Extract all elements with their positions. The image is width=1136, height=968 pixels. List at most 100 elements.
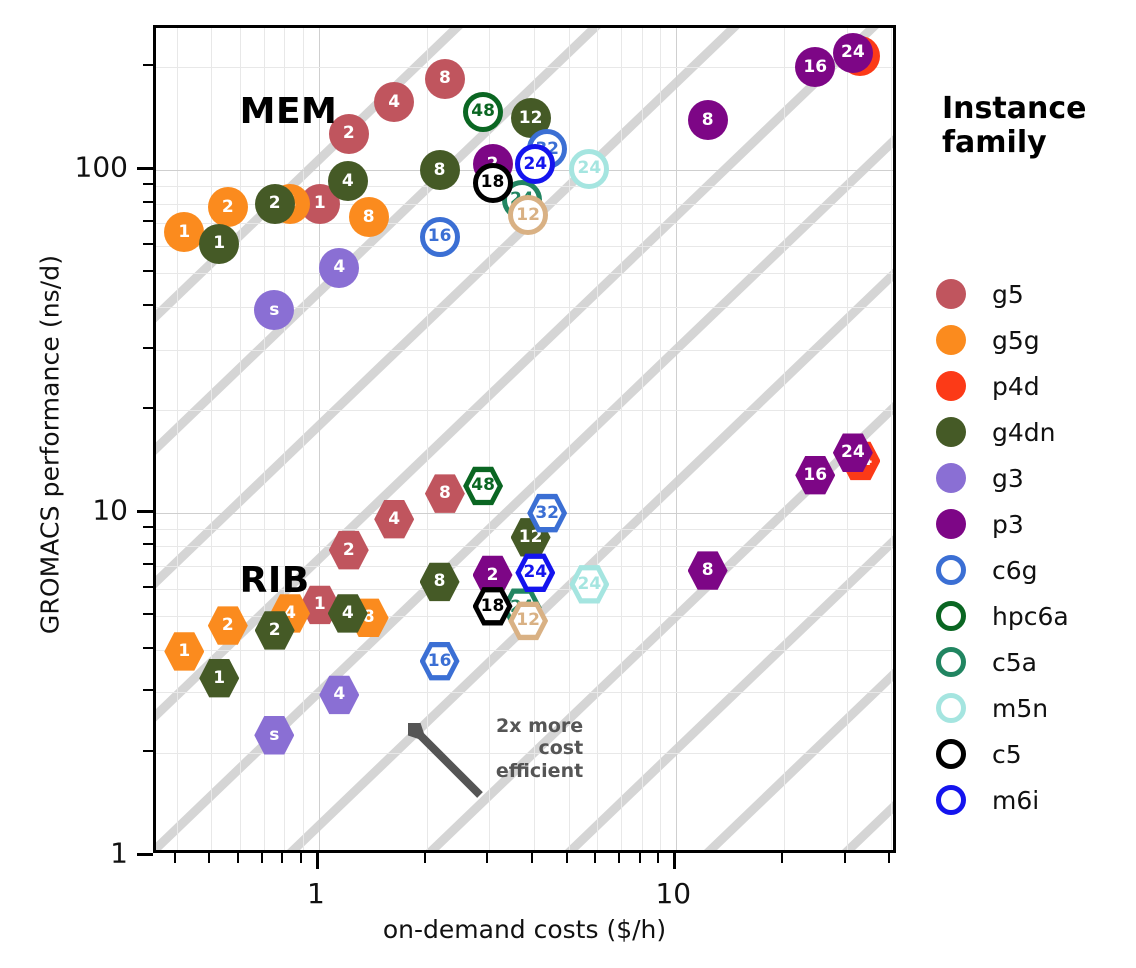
data-point-p3-24[interactable]: 24 (832, 32, 873, 73)
gridline-horizontal (156, 513, 893, 515)
data-point-g3-4[interactable]: 4 (319, 675, 360, 715)
legend-marker-g3 (936, 463, 966, 493)
data-point-p3-8[interactable]: 8 (687, 551, 728, 590)
data-point-g3-4[interactable]: 4 (319, 247, 360, 288)
legend-item-g3[interactable]: g3 (936, 461, 1024, 495)
data-point-g5g-2[interactable]: 2 (207, 606, 248, 645)
data-point-g5-4[interactable]: 4 (374, 500, 415, 539)
data-point-label: 1 (178, 640, 191, 661)
data-point-c5-18[interactable]: 18 (472, 587, 513, 626)
legend-marker-m6i (936, 785, 966, 815)
gridline-vertical (597, 28, 598, 850)
data-point-g5-8[interactable]: 8 (424, 474, 465, 513)
data-point-m6i-24[interactable]: 24 (515, 144, 556, 185)
y-tick (143, 586, 153, 589)
data-point-label: 4 (333, 684, 346, 705)
data-point-label: 1 (178, 221, 191, 242)
legend-item-c5a[interactable]: c5a (936, 645, 1037, 679)
gridline-vertical (211, 28, 213, 850)
data-point-c6g-16[interactable]: 16 (419, 216, 460, 257)
legend-item-m5n[interactable]: m5n (936, 691, 1048, 725)
gridline-vertical (489, 28, 491, 850)
legend-item-hpc6a[interactable]: hpc6a (936, 599, 1069, 633)
data-point-label: 24 (577, 158, 602, 179)
data-point-label: 8 (438, 483, 451, 504)
data-point-m5n-24[interactable]: 24 (569, 565, 610, 604)
legend-title-line1: Instance (942, 91, 1087, 126)
legend-item-g5g[interactable]: g5g (936, 323, 1040, 357)
gridline-vertical (318, 28, 320, 850)
data-point-p3-16[interactable]: 16 (795, 456, 836, 495)
data-point-hpc6a-48[interactable]: 48 (463, 466, 504, 506)
legend-item-g4dn[interactable]: g4dn (936, 415, 1056, 449)
x-tick (173, 853, 176, 863)
data-point-label: s (269, 724, 280, 745)
data-point-g5g-8[interactable]: 8 (348, 197, 389, 238)
data-point-g5-2[interactable]: 2 (328, 530, 369, 570)
legend-item-m6i[interactable]: m6i (936, 783, 1039, 817)
x-tick (780, 853, 783, 863)
legend-marker-p3 (936, 509, 966, 539)
gridline-vertical (659, 28, 661, 850)
data-point-g4dn-8[interactable]: 8 (419, 150, 460, 191)
y-tick-label: 100 (74, 150, 128, 184)
gridline-horizontal (156, 752, 893, 754)
y-tick-label: 10 (92, 493, 128, 527)
legend-item-c6g[interactable]: c6g (936, 553, 1038, 587)
data-point-g3-s[interactable]: s (254, 716, 295, 755)
data-point-g5-4[interactable]: 4 (374, 82, 415, 123)
annotation-line: efficient (495, 759, 584, 782)
data-point-g3-s[interactable]: s (254, 290, 295, 331)
data-point-label: 2 (342, 123, 355, 144)
legend-item-p3[interactable]: p3 (936, 507, 1024, 541)
data-point-c5-18[interactable]: 18 (472, 162, 513, 203)
x-tick (260, 853, 263, 863)
data-point-label: 24 (841, 442, 865, 463)
legend-marker-g5 (936, 279, 966, 309)
y-tick (143, 689, 153, 692)
data-point-label: 8 (438, 68, 451, 89)
data-point-g4dn-1[interactable]: 1 (199, 223, 240, 264)
y-tick (143, 749, 153, 752)
gridline-horizontal (156, 649, 893, 651)
data-point-g5g-1[interactable]: 1 (164, 212, 205, 253)
annotation-line: 2x more (495, 714, 584, 737)
gridline-vertical (783, 28, 785, 850)
data-point-label: s (269, 299, 280, 320)
data-point-hpc6a-48[interactable]: 48 (463, 91, 504, 132)
data-point-p3-16[interactable]: 16 (795, 47, 836, 88)
legend-marker-g5g (936, 325, 966, 355)
data-point-p3-8[interactable]: 8 (687, 100, 728, 141)
y-tick-label: 1 (110, 836, 128, 870)
data-point-g4dn-4[interactable]: 4 (327, 161, 368, 202)
plot-area: 12481248124812482424124812124812s4s42816… (153, 25, 896, 853)
gridline-horizontal (156, 246, 893, 248)
x-tick (656, 853, 659, 863)
data-point-g4dn-2[interactable]: 2 (254, 183, 295, 224)
gridline-vertical (284, 28, 286, 850)
data-point-g5g-1[interactable]: 1 (164, 632, 205, 671)
legend-item-p4d[interactable]: p4d (936, 369, 1040, 403)
data-point-label: 1 (213, 233, 226, 254)
legend-marker-m5n (936, 693, 966, 723)
y-tick (137, 167, 153, 171)
legend-item-g5[interactable]: g5 (936, 277, 1024, 311)
legend-label: g3 (992, 463, 1024, 493)
data-point-label: 1 (313, 594, 326, 615)
annotation-line: cost (538, 737, 584, 760)
data-point-m5n-24[interactable]: 24 (569, 148, 610, 189)
legend-label: m5n (992, 693, 1049, 723)
data-point-c6i-12[interactable]: 12 (508, 195, 549, 236)
data-point-label: 8 (701, 560, 714, 581)
data-point-g5-8[interactable]: 8 (424, 58, 465, 99)
y-tick (143, 182, 153, 185)
marker-hole (520, 558, 550, 587)
data-point-label: 1 (213, 667, 226, 688)
data-point-label: 24 (841, 42, 865, 63)
gridline-vertical (176, 28, 178, 850)
data-point-g5g-2[interactable]: 2 (207, 187, 248, 228)
legend-item-c5[interactable]: c5 (936, 737, 1022, 771)
legend-label: p3 (992, 509, 1024, 539)
y-axis-label: GROMACS performance (ns/d) (35, 254, 65, 635)
data-point-m6i-24[interactable]: 24 (515, 553, 556, 592)
